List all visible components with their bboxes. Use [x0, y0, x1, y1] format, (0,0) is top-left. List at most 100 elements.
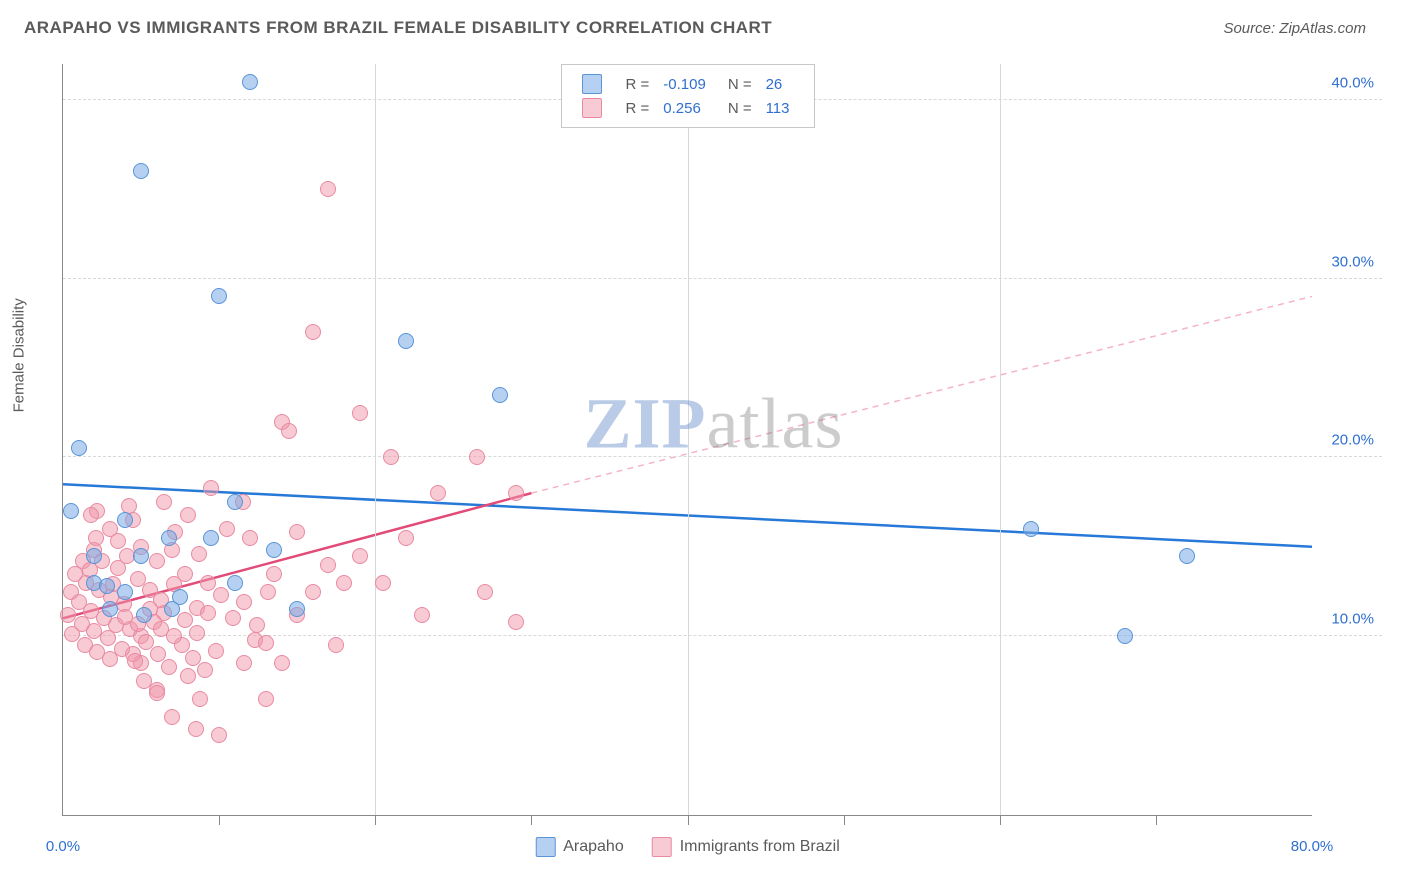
legend-item: Arapaho — [535, 837, 624, 857]
legend-row: R =-0.109N =26 — [576, 73, 796, 95]
data-point-series2 — [83, 507, 99, 523]
data-point-series2 — [138, 634, 154, 650]
data-point-series2 — [219, 521, 235, 537]
x-tick — [375, 815, 376, 825]
data-point-series1 — [63, 503, 79, 519]
data-point-series1 — [227, 494, 243, 510]
data-point-series2 — [328, 637, 344, 653]
data-point-series1 — [133, 163, 149, 179]
data-point-series2 — [236, 655, 252, 671]
data-point-series2 — [258, 635, 274, 651]
data-point-series1 — [133, 548, 149, 564]
data-point-series1 — [1179, 548, 1195, 564]
legend-r-label: R = — [620, 73, 656, 95]
data-point-series1 — [289, 601, 305, 617]
data-point-series2 — [110, 533, 126, 549]
data-point-series2 — [164, 709, 180, 725]
data-point-series1 — [211, 288, 227, 304]
data-point-series1 — [117, 512, 133, 528]
data-point-series2 — [177, 566, 193, 582]
legend-row: R =0.256N =113 — [576, 97, 796, 119]
data-point-series2 — [398, 530, 414, 546]
data-point-series1 — [161, 530, 177, 546]
x-tick — [1000, 815, 1001, 825]
data-point-series2 — [180, 507, 196, 523]
data-point-series2 — [225, 610, 241, 626]
data-point-series1 — [266, 542, 282, 558]
data-point-series2 — [149, 685, 165, 701]
gridline-horizontal — [63, 278, 1382, 279]
x-tick — [688, 815, 689, 825]
x-tick — [844, 815, 845, 825]
data-point-series2 — [197, 662, 213, 678]
data-point-series2 — [127, 653, 143, 669]
data-point-series1 — [1117, 628, 1133, 644]
y-tick-label: 30.0% — [1331, 253, 1374, 270]
data-point-series2 — [477, 584, 493, 600]
data-point-series2 — [191, 546, 207, 562]
data-point-series1 — [86, 548, 102, 564]
data-point-series2 — [188, 721, 204, 737]
data-point-series2 — [136, 673, 152, 689]
legend-n-value: 26 — [760, 73, 796, 95]
data-point-series2 — [161, 659, 177, 675]
data-point-series2 — [375, 575, 391, 591]
data-point-series2 — [203, 480, 219, 496]
data-point-series2 — [266, 566, 282, 582]
legend-swatch — [582, 74, 602, 94]
data-point-series2 — [156, 494, 172, 510]
data-point-series2 — [274, 655, 290, 671]
data-point-series2 — [281, 423, 297, 439]
data-point-series2 — [149, 553, 165, 569]
correlation-legend: R =-0.109N =26R =0.256N =113 — [561, 64, 815, 128]
data-point-series2 — [320, 557, 336, 573]
data-point-series2 — [208, 643, 224, 659]
gridline-horizontal — [63, 456, 1382, 457]
data-point-series2 — [430, 485, 446, 501]
data-point-series2 — [180, 668, 196, 684]
data-point-series1 — [99, 578, 115, 594]
data-point-series2 — [236, 594, 252, 610]
data-point-series2 — [242, 530, 258, 546]
data-point-series1 — [227, 575, 243, 591]
data-point-series2 — [177, 612, 193, 628]
legend-swatch — [652, 837, 672, 857]
legend-label: Immigrants from Brazil — [680, 838, 840, 855]
gridline-vertical — [375, 64, 376, 825]
legend-swatch — [582, 98, 602, 118]
legend-n-label: N = — [714, 97, 758, 119]
data-point-series2 — [305, 584, 321, 600]
data-point-series2 — [320, 181, 336, 197]
data-point-series2 — [508, 614, 524, 630]
x-tick — [531, 815, 532, 825]
data-point-series2 — [185, 650, 201, 666]
data-point-series2 — [469, 449, 485, 465]
data-point-series1 — [172, 589, 188, 605]
watermark: ZIPatlas — [584, 383, 844, 466]
y-tick-label: 20.0% — [1331, 432, 1374, 449]
data-point-series2 — [352, 548, 368, 564]
data-point-series2 — [166, 628, 182, 644]
data-point-series1 — [203, 530, 219, 546]
data-point-series2 — [200, 605, 216, 621]
legend-label: Arapaho — [563, 838, 624, 855]
data-point-series2 — [414, 607, 430, 623]
data-point-series1 — [136, 607, 152, 623]
data-point-series1 — [1023, 521, 1039, 537]
data-point-series1 — [242, 74, 258, 90]
gridline-vertical — [1000, 64, 1001, 825]
x-tick — [1156, 815, 1157, 825]
data-point-series2 — [383, 449, 399, 465]
plot-area: ZIPatlas R =-0.109N =26R =0.256N =113 Ar… — [62, 64, 1312, 816]
legend-swatch — [535, 837, 555, 857]
chart-title: ARAPAHO VS IMMIGRANTS FROM BRAZIL FEMALE… — [24, 18, 772, 38]
legend-n-label: N = — [714, 73, 758, 95]
data-point-series2 — [289, 524, 305, 540]
data-point-series2 — [352, 405, 368, 421]
data-point-series2 — [260, 584, 276, 600]
data-point-series2 — [305, 324, 321, 340]
legend-r-value: 0.256 — [657, 97, 712, 119]
data-point-series2 — [189, 625, 205, 641]
data-point-series2 — [192, 691, 208, 707]
y-tick-label: 10.0% — [1331, 611, 1374, 628]
